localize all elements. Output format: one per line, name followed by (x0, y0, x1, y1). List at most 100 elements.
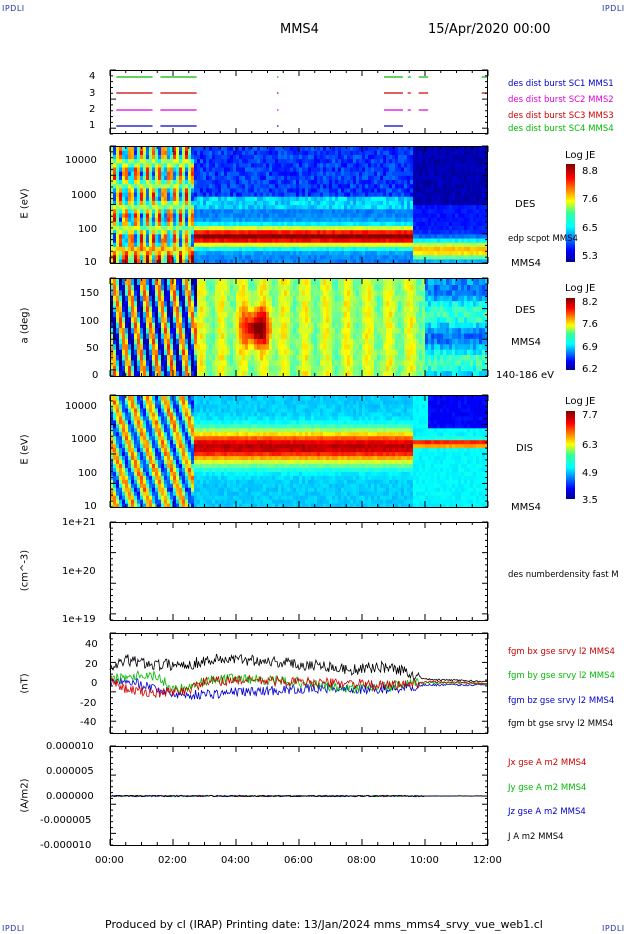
des-pitch-cell (269, 279, 273, 285)
des-energy-cell (341, 146, 345, 151)
des-energy-cell (233, 154, 237, 160)
des-pitch-cell (305, 332, 309, 339)
des-energy-cell (464, 204, 468, 210)
des-energy-cell (137, 221, 141, 226)
des-energy-cell (443, 233, 447, 239)
des-pitch-cell (335, 338, 339, 345)
des-pitch-cell (110, 322, 114, 329)
des-pitch-cell (248, 354, 252, 361)
des-energy-cell (374, 158, 378, 164)
des-energy-cell (230, 158, 234, 164)
des-pitch-cell (260, 284, 264, 291)
des-pitch-cell (281, 311, 285, 318)
des-energy-cell (230, 246, 234, 252)
des-energy-cell (242, 225, 246, 231)
des-energy-cell (485, 217, 488, 222)
des-pitch-cell (227, 327, 231, 334)
des-energy-cell (218, 217, 222, 222)
des-energy-cell (380, 254, 384, 260)
des-pitch-cell (305, 365, 309, 372)
des-pitch-cell (263, 300, 267, 307)
des-energy-cell (290, 187, 294, 193)
des-energy-cell (209, 146, 213, 151)
des-energy-cell (425, 208, 429, 214)
des-energy-cell (410, 233, 414, 239)
des-energy-cell (479, 175, 483, 181)
des-pitch-cell (311, 338, 315, 345)
des-energy-cell (152, 254, 156, 260)
des-energy-cell (422, 196, 426, 201)
des-energy-cell (437, 250, 441, 256)
des-pitch-cell (131, 343, 135, 350)
des-energy-cell (425, 229, 429, 235)
des-energy-cell (479, 154, 483, 160)
des-energy-cell (449, 158, 453, 164)
des-pitch-cell (239, 279, 243, 285)
des-energy-cell (452, 225, 456, 231)
des-energy-cell (134, 187, 138, 193)
des-energy-cell (401, 166, 405, 172)
des-pitch-cell (143, 289, 147, 296)
des-pitch-cell (305, 279, 309, 285)
des-pitch-cell (221, 300, 225, 307)
des-energy-cell (272, 179, 276, 185)
des-energy-cell (410, 179, 414, 185)
des-pitch-cell (194, 354, 198, 361)
des-energy-cell (116, 191, 120, 197)
des-energy-cell (251, 171, 255, 176)
des-energy-cell (461, 200, 465, 206)
des-energy-cell (281, 179, 285, 185)
des-energy-cell (422, 179, 426, 185)
des-energy-cell (155, 200, 159, 206)
des-energy-cell (170, 225, 174, 231)
des-energy-cell (416, 200, 420, 206)
des-energy-cell (338, 158, 342, 164)
des-energy-cell (134, 246, 138, 252)
des-energy-cell (404, 200, 408, 206)
des-pitch-cell (326, 305, 330, 312)
des-pitch-cell (233, 322, 237, 329)
des-energy-cell (467, 229, 471, 235)
des-energy-cell (338, 242, 342, 247)
des-energy-cell (218, 175, 222, 181)
des-energy-cell (161, 171, 165, 176)
des-energy-cell (203, 204, 207, 210)
des-pitch-cell (161, 295, 165, 302)
des-energy-cell (473, 229, 477, 235)
des-pitch-cell (212, 316, 216, 323)
des-energy-cell (230, 229, 234, 235)
des-energy-cell (125, 237, 129, 243)
des-energy-cell (341, 204, 345, 210)
des-pitch-cell (167, 332, 171, 339)
des-pitch-cell (239, 316, 243, 323)
des-pitch-cell (341, 311, 345, 318)
des-energy-cell (377, 196, 381, 201)
des-energy-cell (212, 204, 216, 210)
date-title: 15/Apr/2020 00:00 (428, 22, 551, 37)
des-pitch-cell (191, 332, 195, 339)
des-pitch-cell (275, 343, 279, 350)
des-energy-cell (452, 237, 456, 243)
des-energy-cell (209, 191, 213, 197)
des-energy-cell (422, 187, 426, 193)
des-energy-cell (281, 150, 285, 155)
des-pitch-cell (323, 311, 327, 318)
des-energy-cell (407, 171, 411, 176)
des-energy-cell (173, 175, 177, 181)
des-energy-cell (422, 183, 426, 189)
des-energy-cell (410, 258, 414, 263)
des-pitch-cell (203, 338, 207, 345)
des-energy-cell (152, 191, 156, 197)
des-pitch-cell (284, 359, 288, 366)
des-energy-cell (218, 254, 222, 260)
des-pitch-cell (248, 279, 252, 285)
des-pitch-cell (269, 365, 273, 372)
des-energy-cell (428, 217, 432, 222)
des-energy-cell (380, 183, 384, 189)
des-energy-cell (128, 212, 132, 218)
des-energy-cell (338, 204, 342, 210)
des-energy-cell (206, 212, 210, 218)
des-energy-cell (341, 171, 345, 176)
des-energy-cell (443, 146, 447, 151)
des-energy-cell (116, 183, 120, 189)
